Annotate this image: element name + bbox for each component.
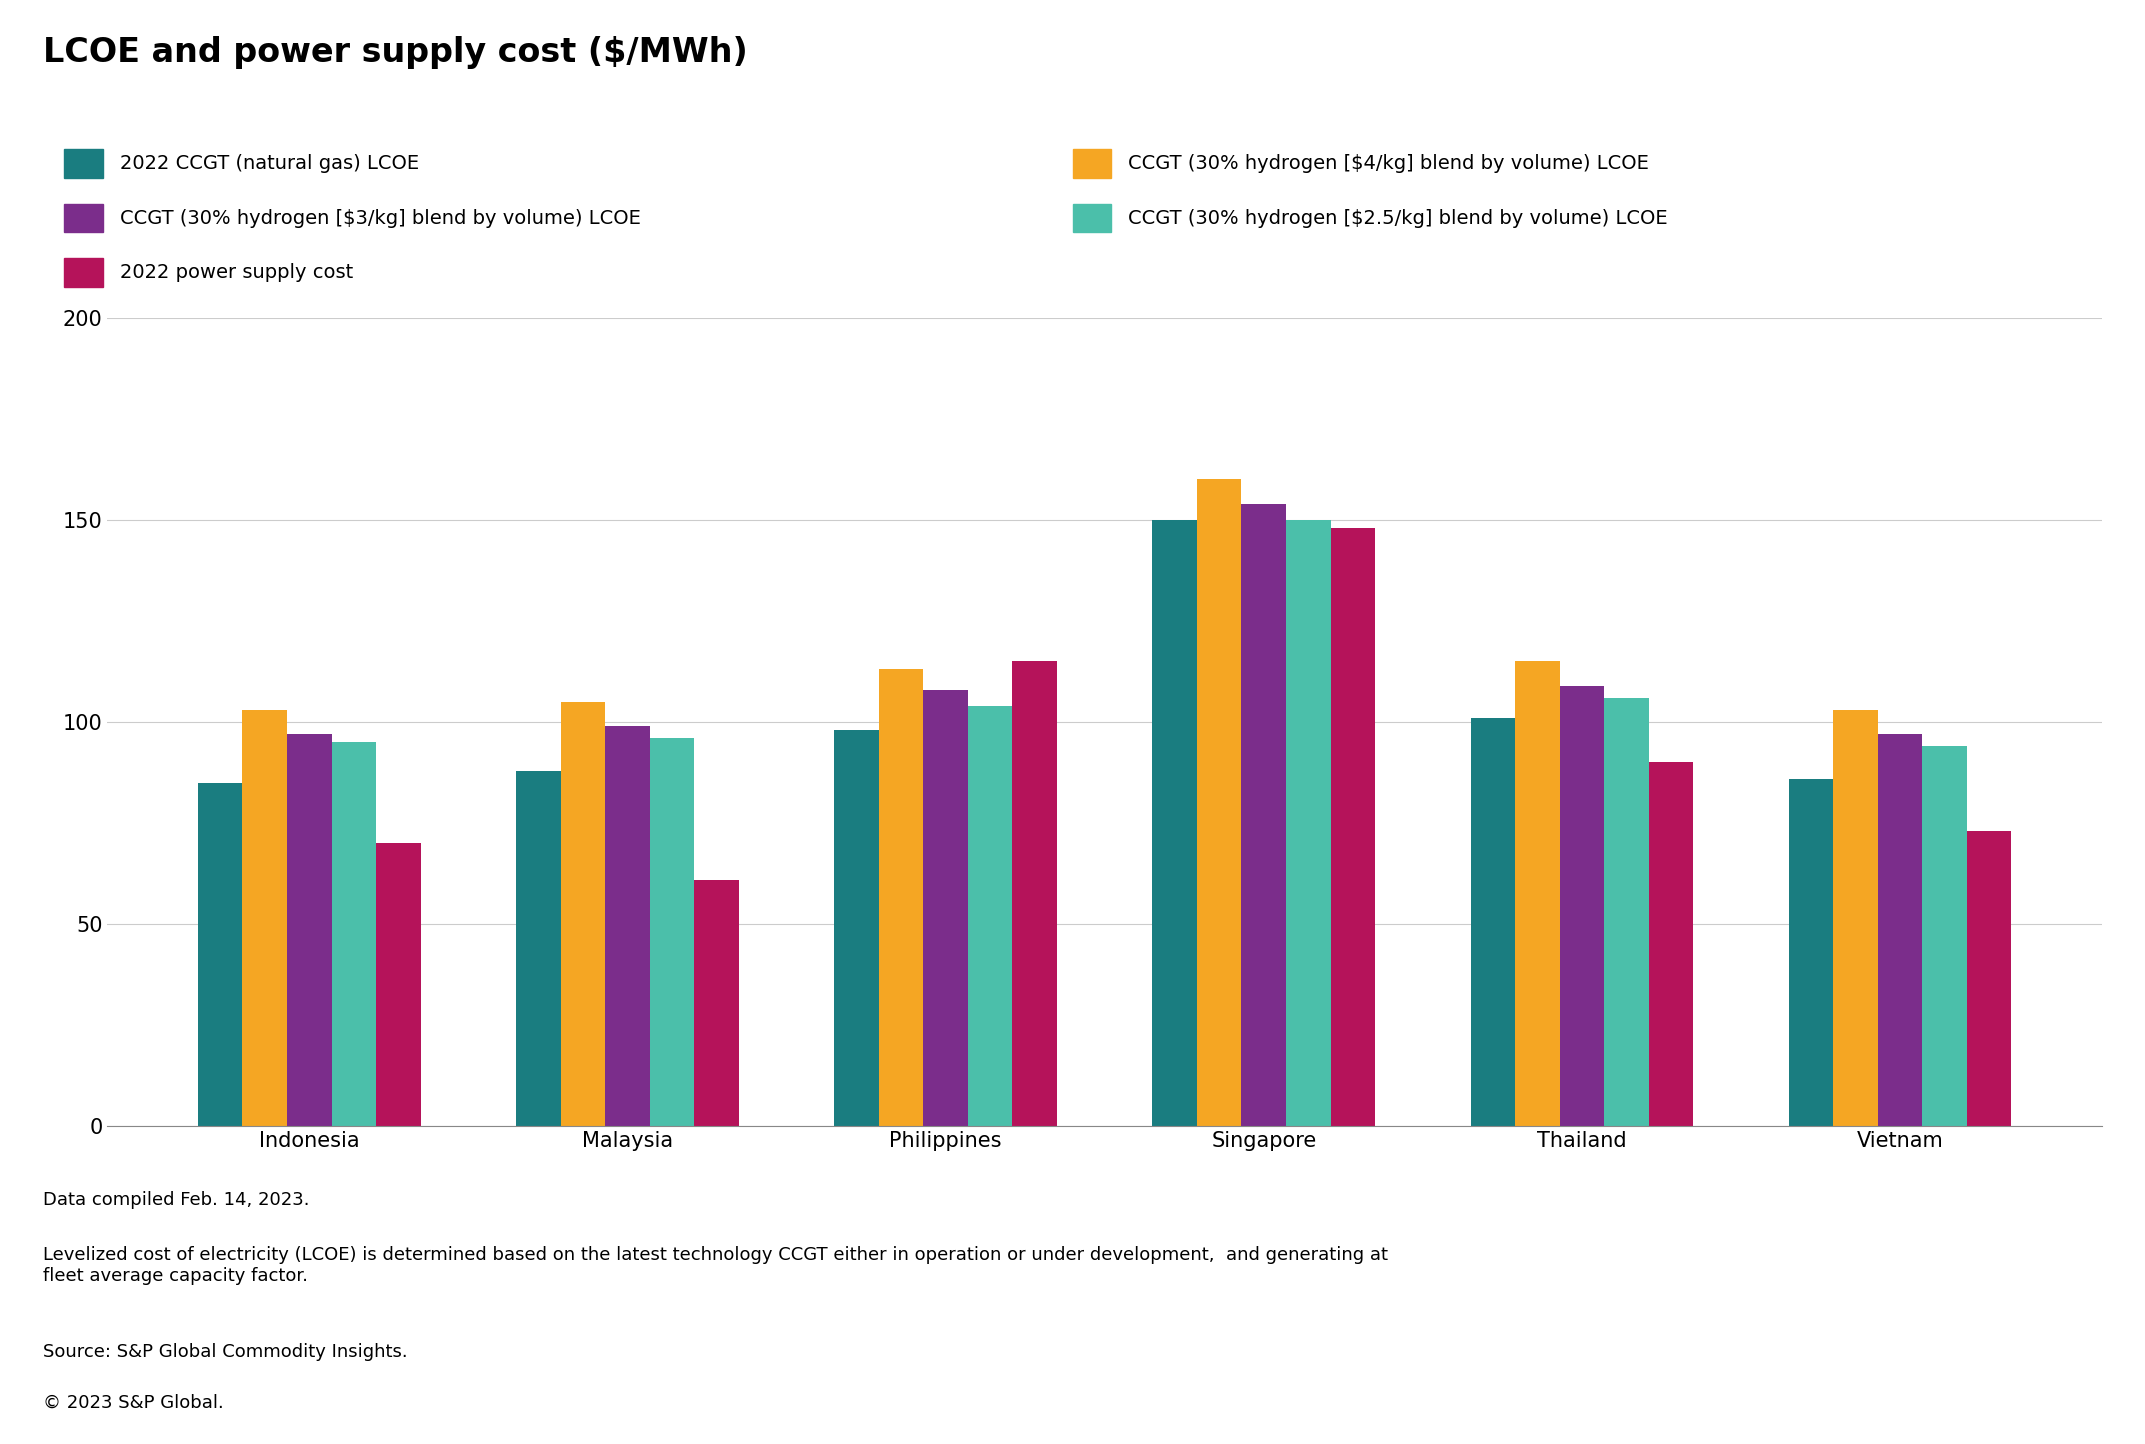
Bar: [1471, 718, 1514, 1126]
Bar: [517, 771, 560, 1126]
Bar: [922, 690, 967, 1126]
Bar: [695, 879, 738, 1126]
Text: CCGT (30% hydrogen [$4/kg] blend by volume) LCOE: CCGT (30% hydrogen [$4/kg] blend by volu…: [1128, 153, 1650, 173]
Bar: [1287, 520, 1330, 1126]
Bar: [1650, 762, 1692, 1126]
Bar: [650, 738, 695, 1126]
Text: © 2023 S&P Global.: © 2023 S&P Global.: [43, 1393, 223, 1411]
Bar: [605, 726, 650, 1126]
Text: CCGT (30% hydrogen [$2.5/kg] blend by volume) LCOE: CCGT (30% hydrogen [$2.5/kg] blend by vo…: [1128, 208, 1669, 228]
Text: Levelized cost of electricity (LCOE) is determined based on the latest technolog: Levelized cost of electricity (LCOE) is …: [43, 1246, 1388, 1285]
Bar: [1197, 479, 1242, 1126]
Bar: [560, 702, 605, 1126]
Bar: [375, 843, 420, 1126]
Bar: [1330, 529, 1375, 1126]
Bar: [1559, 686, 1604, 1126]
Bar: [1242, 504, 1287, 1126]
Text: LCOE and power supply cost ($/MWh): LCOE and power supply cost ($/MWh): [43, 36, 749, 69]
Bar: [1877, 734, 1922, 1126]
Bar: [879, 670, 922, 1126]
Text: CCGT (30% hydrogen [$3/kg] blend by volume) LCOE: CCGT (30% hydrogen [$3/kg] blend by volu…: [120, 208, 641, 228]
Bar: [1012, 661, 1057, 1126]
Bar: [287, 734, 332, 1126]
Bar: [197, 783, 242, 1126]
Text: 2022 CCGT (natural gas) LCOE: 2022 CCGT (natural gas) LCOE: [120, 153, 418, 173]
Text: 2022 power supply cost: 2022 power supply cost: [120, 263, 354, 283]
Bar: [332, 742, 375, 1126]
Bar: [1152, 520, 1197, 1126]
Bar: [1922, 747, 1967, 1126]
Bar: [1967, 832, 2012, 1126]
Text: Source: S&P Global Commodity Insights.: Source: S&P Global Commodity Insights.: [43, 1343, 408, 1360]
Bar: [1789, 778, 1834, 1126]
Bar: [967, 706, 1012, 1126]
Bar: [1604, 697, 1650, 1126]
Bar: [242, 710, 287, 1126]
Bar: [1834, 710, 1877, 1126]
Text: Data compiled Feb. 14, 2023.: Data compiled Feb. 14, 2023.: [43, 1191, 309, 1209]
Bar: [1514, 661, 1559, 1126]
Bar: [834, 731, 879, 1126]
